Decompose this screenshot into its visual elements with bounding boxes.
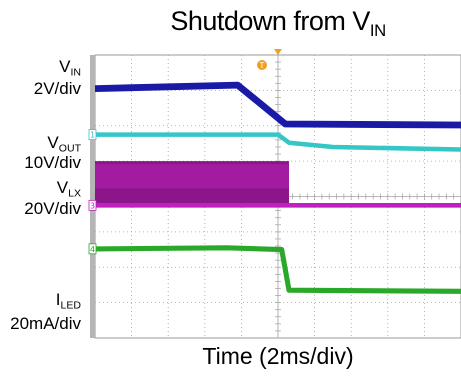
vin-trace xyxy=(94,81,461,129)
vout-marker-text: 1 xyxy=(90,131,95,140)
left-ruler xyxy=(90,55,95,338)
vin-scale: 2V/div xyxy=(33,79,81,98)
iled-scale: 20mA/div xyxy=(10,314,81,333)
vlx-marker-box xyxy=(88,199,97,211)
vin-label: VIN xyxy=(59,57,81,79)
vout-scale: 10V/div xyxy=(24,153,81,172)
vlx-marker: 3 xyxy=(88,199,97,211)
vout-trace xyxy=(95,132,461,152)
trigger-marker-dot xyxy=(257,60,267,70)
switching-bands xyxy=(95,161,289,206)
iled-marker: 4 xyxy=(88,243,97,255)
vlx-scale: 20V/div xyxy=(24,199,81,218)
traces xyxy=(94,81,461,294)
vout-marker-box xyxy=(88,129,97,140)
channel-markers: 1 3 4 T xyxy=(88,49,282,255)
iled-marker-box xyxy=(88,243,97,255)
vout-label: VOUT xyxy=(47,133,81,155)
trigger-marker-text: T xyxy=(259,61,265,70)
chart-title: Shutdown from VIN xyxy=(170,6,386,40)
vlx-switching-band-core xyxy=(95,164,289,189)
iled-trace xyxy=(94,245,461,294)
vout-marker: 1 xyxy=(88,129,97,140)
trigger-marker: T xyxy=(257,49,282,70)
vlx-label: VLX xyxy=(56,178,81,200)
vlx-marker-text: 3 xyxy=(90,201,95,210)
iled-label: ILED xyxy=(55,290,81,312)
iled-marker-text: 4 xyxy=(90,245,95,254)
trigger-arrow xyxy=(274,49,282,55)
x-axis-label: Time (2ms/div) xyxy=(202,343,354,369)
